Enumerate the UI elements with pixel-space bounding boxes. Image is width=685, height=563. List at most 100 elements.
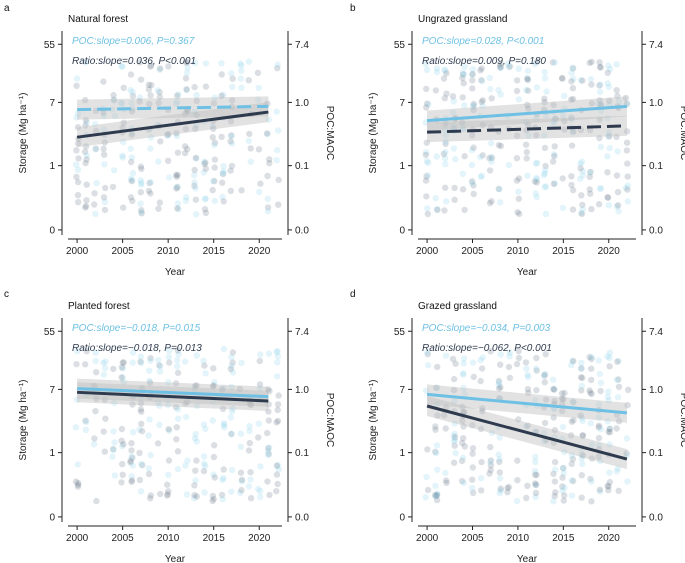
ratio-point: [451, 184, 458, 192]
poc-point: [265, 116, 272, 123]
ratio-point: [470, 373, 477, 381]
ratio-point: [211, 156, 219, 163]
poc-point: [237, 443, 244, 450]
ratio-point: [569, 206, 577, 213]
poc-point: [596, 457, 604, 464]
x-tick-label: 2005: [112, 533, 135, 544]
ratio-point: [586, 387, 593, 394]
ratio-point: [478, 458, 485, 466]
poc-point: [73, 348, 81, 355]
poc-point: [237, 75, 245, 82]
ratio-point: [83, 348, 91, 355]
poc-point: [579, 206, 586, 213]
y-left-tick-label: 7: [49, 385, 55, 396]
ratio-point: [588, 365, 595, 372]
poc-point: [540, 172, 548, 179]
ratio-point: [568, 78, 575, 85]
ratio-point: [513, 87, 521, 95]
ratio-point: [82, 361, 89, 368]
poc-point: [129, 177, 136, 184]
ratio-point: [81, 148, 89, 155]
poc-point: [119, 442, 126, 450]
poc-point: [579, 172, 586, 179]
ratio-point: [156, 93, 163, 101]
ratio-point: [533, 179, 540, 186]
ratio-point: [496, 60, 504, 68]
poc-point: [497, 64, 504, 72]
ratio-point: [137, 189, 144, 196]
poc-point: [495, 379, 503, 386]
ratio-point: [614, 92, 621, 100]
ratio-point: [595, 201, 603, 208]
poc-point: [433, 442, 441, 449]
poc-point: [174, 363, 181, 370]
ratio-point: [541, 419, 549, 427]
poc-point: [533, 176, 540, 183]
ratio-point: [524, 121, 532, 128]
poc-point: [433, 68, 441, 76]
poc-point: [532, 190, 539, 197]
poc-point: [238, 359, 245, 366]
ratio-point: [219, 405, 227, 413]
poc-point: [90, 441, 98, 448]
poc-point: [273, 373, 281, 380]
poc-point: [111, 472, 119, 479]
poc-point: [623, 435, 631, 442]
poc-point: [192, 431, 199, 438]
ratio-point: [247, 401, 255, 409]
ratio-point: [541, 99, 548, 106]
ratio-point: [469, 77, 476, 84]
poc-point: [496, 489, 503, 497]
ratio-point: [486, 167, 494, 174]
stat-poc: POC:slope=0.028, P<0.001: [422, 36, 544, 47]
ratio-point: [100, 145, 107, 152]
ratio-point: [424, 446, 431, 453]
poc-point: [154, 87, 162, 94]
ratio-point: [487, 443, 494, 451]
ratio-point: [138, 408, 145, 415]
ratio-point: [266, 388, 273, 395]
poc-point: [579, 168, 586, 175]
poc-point: [174, 466, 182, 473]
poc-point: [228, 70, 235, 77]
ratio-point: [219, 170, 227, 178]
poc-point: [559, 111, 567, 119]
poc-point: [497, 487, 505, 494]
ratio-point: [147, 492, 155, 499]
ratio-point: [525, 87, 532, 94]
ratio-point: [559, 483, 566, 490]
poc-point: [156, 363, 164, 370]
poc-point: [441, 126, 449, 133]
ratio-point: [182, 400, 189, 407]
ratio-point: [613, 172, 621, 179]
poc-point: [442, 138, 449, 145]
ratio-point: [182, 125, 190, 133]
poc-point: [220, 421, 228, 429]
poc-point: [605, 397, 612, 404]
poc-point: [174, 183, 181, 190]
y-left-tick-label: 0: [49, 225, 55, 236]
poc-point: [614, 465, 622, 472]
poc-point: [183, 491, 191, 498]
ratio-point: [588, 455, 596, 462]
x-tick-label: 2020: [248, 246, 271, 257]
ratio-point: [74, 483, 82, 490]
panel-b: b Ungrazed grassland 2000 2005 2010 2015 2020 0…: [350, 3, 685, 278]
poc-point: [450, 145, 458, 152]
poc-point: [110, 428, 117, 435]
ratio-point: [218, 92, 225, 100]
poc-point: [264, 131, 271, 138]
ratio-point: [82, 96, 89, 104]
ratio-point: [237, 469, 245, 476]
ratio-point: [515, 347, 522, 355]
ratio-point: [587, 190, 594, 197]
ratio-point: [550, 101, 557, 109]
ratio-point: [146, 379, 154, 386]
ratio-point: [615, 487, 622, 494]
ratio-point: [434, 363, 441, 371]
poc-point: [202, 462, 209, 470]
poc-point: [257, 493, 264, 501]
poc-point: [145, 465, 152, 472]
ratio-point: [201, 160, 208, 168]
ratio-point: [432, 426, 439, 433]
